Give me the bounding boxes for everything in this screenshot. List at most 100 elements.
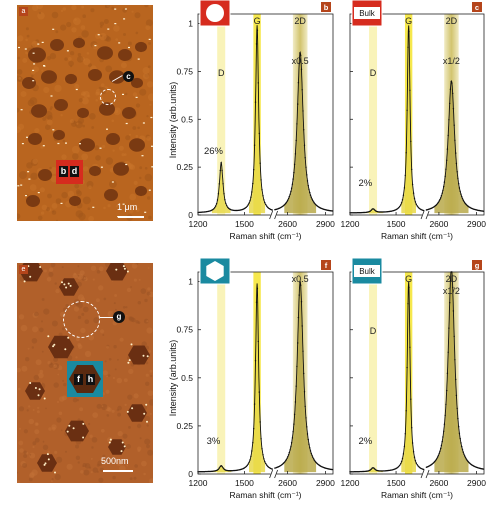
afm-a-grain — [129, 208, 134, 214]
afm-e-grain — [32, 445, 35, 449]
afm-a-grain — [42, 117, 47, 121]
axis-break-mark — [425, 210, 430, 220]
chart-panel-b: 0 0.25 0.5 0.75 1 1200 1500 2600 2900 Raman shift… — [176, 0, 335, 241]
afm-a-grain — [121, 153, 125, 157]
afm-e-grain — [90, 265, 97, 271]
afm-e-grain — [75, 444, 80, 449]
afm-e-grain — [145, 381, 150, 386]
data-point — [292, 431, 294, 433]
afm-a-grain — [77, 53, 82, 57]
afm-a-hole — [104, 189, 118, 201]
afm-e-grain — [119, 337, 124, 342]
data-point — [482, 210, 485, 212]
afm-image-e: e f h g 500nm — [17, 263, 153, 483]
afm-e-grain — [128, 426, 131, 429]
afm-e-hole-particle — [121, 441, 124, 444]
afm-a-bright-dot — [99, 147, 102, 149]
data-point — [455, 378, 457, 381]
data-point — [313, 202, 315, 204]
afm-a-grain — [115, 205, 118, 208]
afm-e-grain — [148, 399, 153, 406]
data-point — [409, 89, 411, 92]
afm-e-grain — [57, 373, 60, 376]
afm-e-grain — [146, 320, 149, 323]
afm-e-grain — [77, 461, 80, 464]
afm-a-grain — [82, 124, 85, 128]
afm-e-grain — [95, 298, 100, 303]
data-point — [400, 202, 403, 204]
afm-a-grain — [123, 33, 126, 36]
afm-e-hole-particle — [69, 284, 72, 287]
data-point — [284, 202, 287, 205]
data-point — [310, 452, 312, 455]
afm-a-grain — [125, 135, 131, 141]
afm-e-grain — [79, 407, 84, 412]
data-point — [262, 454, 264, 456]
data-point — [255, 43, 258, 45]
afm-a-grain — [149, 103, 152, 106]
afm-a-grain — [68, 60, 74, 67]
afm-e-grain — [102, 334, 105, 336]
data-point — [303, 391, 306, 393]
afm-e-hole-particle — [37, 394, 40, 397]
afm-a-grain — [89, 113, 96, 120]
data-point — [227, 206, 229, 208]
afm-e-grain — [21, 365, 28, 372]
afm-a-bright-dot — [37, 43, 40, 45]
afm-e-grain — [34, 437, 40, 443]
afm-a-grain — [25, 51, 29, 55]
data-point — [308, 188, 310, 191]
afm-e-grain — [89, 434, 93, 438]
afm-a-bright-dot — [151, 145, 153, 147]
data-point — [434, 460, 437, 462]
d-ratio-annotation: 3% — [207, 436, 221, 447]
afm-e-grain — [129, 316, 135, 322]
x-tick-label: 1200 — [341, 478, 360, 488]
afm-e-grain — [72, 397, 78, 403]
afm-e-hole-particle — [43, 463, 46, 466]
afm-a-grain — [102, 144, 106, 149]
afm-e-grain — [92, 412, 99, 418]
afm-a-grain — [62, 7, 67, 11]
marker-c-circle — [100, 89, 116, 105]
marker-fh-hexagon — [69, 365, 101, 393]
afm-e-grain — [53, 364, 57, 369]
x-tick-label: 1500 — [235, 478, 254, 488]
afm-a-grain — [107, 204, 111, 208]
data-point — [331, 468, 334, 471]
data-point — [308, 443, 310, 445]
data-point — [370, 468, 372, 470]
y-tick-label: 0.75 — [176, 325, 193, 335]
afm-a-grain — [111, 119, 115, 123]
afm-e-hole-particle — [63, 283, 66, 286]
data-point — [445, 403, 447, 406]
data-point — [447, 134, 449, 137]
data-point — [208, 470, 210, 473]
afm-a-grain — [124, 92, 128, 96]
afm-a-grain — [50, 167, 58, 175]
afm-a-grain — [37, 215, 43, 221]
data-point — [442, 436, 444, 438]
data-point — [218, 183, 220, 185]
data-point — [214, 207, 216, 209]
data-point — [222, 467, 224, 469]
axis-break-mark — [420, 210, 425, 220]
afm-a-grain — [38, 11, 42, 15]
data-point — [463, 453, 465, 455]
afm-a-bright-dot — [123, 18, 126, 20]
afm-e-grain — [32, 326, 39, 333]
data-point — [309, 191, 311, 194]
data-point — [463, 200, 465, 203]
panel-letter-e: e — [19, 265, 28, 274]
afm-e-grain — [17, 480, 21, 483]
afm-a-grain — [40, 211, 45, 215]
afm-e-grain — [133, 278, 137, 282]
y-axis-label-top: Intensity (arb.units) — [168, 82, 178, 159]
data-point — [417, 206, 419, 208]
afm-a-bright-dot — [52, 28, 55, 30]
afm-e-grain — [139, 437, 142, 440]
data-point — [271, 468, 273, 470]
data-point — [402, 194, 405, 196]
data-point — [461, 195, 463, 198]
afm-e-grain — [58, 332, 63, 337]
